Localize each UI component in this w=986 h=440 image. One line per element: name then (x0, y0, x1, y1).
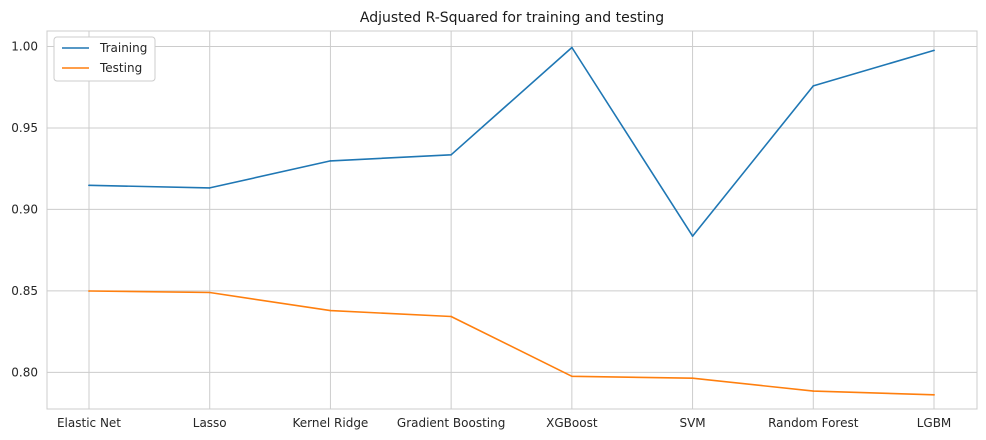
legend-label-training: Training (99, 41, 147, 55)
y-tick-label: 0.90 (11, 202, 38, 216)
data-point-testing-lgbm (933, 394, 935, 396)
x-tick-label-random-forest: Random Forest (768, 416, 859, 430)
data-point-testing-kernel-ridge (329, 309, 332, 312)
x-tick-label-gradient-boosting: Gradient Boosting (397, 416, 505, 430)
y-tick-label: 0.95 (11, 121, 38, 135)
chart-title: Adjusted R-Squared for training and test… (360, 10, 664, 26)
y-tick-label: 0.80 (11, 365, 38, 379)
y-tick-label: 1.00 (11, 39, 38, 53)
y-tick-label: 0.85 (11, 284, 38, 298)
series-layer (88, 46, 935, 396)
data-point-training-gradient-boosting (450, 154, 452, 156)
data-point-training-lasso (208, 187, 211, 189)
data-point-training-kernel-ridge (329, 160, 332, 162)
data-point-testing-lasso (208, 291, 211, 294)
x-tick-label-lasso: Lasso (193, 416, 227, 430)
series-line-training (88, 46, 935, 237)
data-point-testing-gradient-boosting (450, 315, 452, 318)
data-point-testing-xgboost (571, 375, 573, 378)
data-point-training-random-forest (812, 85, 815, 87)
x-tick-label-kernel-ridge: Kernel Ridge (293, 416, 369, 430)
data-point-training-elastic-net (88, 184, 90, 187)
plot-frame (46, 30, 978, 410)
data-point-training-svm (691, 235, 694, 237)
legend: Training Testing (53, 36, 156, 82)
x-tick-label-xgboost: XGBoost (546, 416, 598, 430)
grid-layer (47, 31, 977, 409)
series-line-testing (88, 290, 935, 396)
x-tick-label-svm: SVM (679, 416, 705, 430)
x-tick-label-elastic-net: Elastic Net (57, 416, 121, 430)
data-point-training-xgboost (571, 46, 573, 49)
data-point-testing-random-forest (812, 390, 815, 392)
x-axis-ticks: Elastic Net Lasso Kernel Ridge Gradient Boo… (57, 416, 951, 430)
x-tick-label-lgbm: LGBM (917, 416, 952, 430)
data-point-training-lgbm (933, 49, 935, 52)
data-point-testing-svm (691, 377, 694, 380)
y-axis-ticks: 0.80 0.85 0.90 0.95 1.00 (11, 39, 38, 379)
data-point-testing-elastic-net (88, 290, 90, 292)
legend-label-testing: Testing (99, 61, 142, 75)
